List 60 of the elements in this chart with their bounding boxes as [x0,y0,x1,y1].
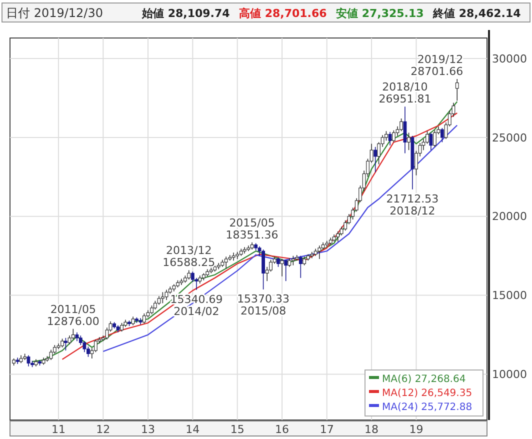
annotation: 15370.33 2015/08 [237,292,290,318]
candlestick [142,313,146,324]
annotation: 2011/05 12876.00 [46,302,100,328]
candlestick [298,255,302,278]
candlestick [440,128,444,143]
x-tick-label: 13 [140,423,155,436]
y-tick-label: 20000 [492,210,527,224]
candlestick [429,132,433,150]
candlestick [407,132,410,150]
text: 終値 28,462.14 [432,7,522,20]
candlestick [433,130,436,148]
candlestick [180,278,184,286]
y-tick-label: 10000 [492,368,527,382]
candlestick [164,289,168,300]
legend-label: MA(12) 26,549.35 [382,388,472,399]
x-tick-label: 15 [230,423,244,436]
candlestick [336,230,340,242]
y-tick-label: 15000 [492,289,527,302]
x-tick-label: 18 [364,423,379,436]
x-tick-label: 17 [320,423,334,436]
candlestick [276,257,280,268]
candlestick [232,252,236,261]
text: 安値 27,325.13 [336,7,424,20]
candlestick [216,262,220,270]
candlestick [455,78,459,102]
candlestick [403,106,407,154]
annotation: 2018/10 26951.81 [378,80,432,106]
candlestick [291,255,295,266]
annotation: 21712.53 2018/12 [386,192,439,218]
x-tick-label: 19 [409,423,424,436]
candlestick [284,259,288,282]
text: 高値 28,701.66 [239,7,328,20]
x-tick-label: 16 [275,423,290,436]
x-tick-label: 14 [186,423,200,436]
candlestick [224,256,228,269]
text: 始値 28,109.74 [141,7,230,20]
candlestick [64,338,68,351]
annotation: 2013/12 16588.25 [162,244,216,270]
candlestick [400,118,403,132]
candlestick [71,328,75,340]
candlestick [49,349,53,360]
line-series [102,124,458,352]
legend-label: MA(6) 27,268.64 [382,374,466,385]
candlestick [26,354,30,367]
candlestick [160,292,164,304]
annotation: 2015/05 18351.36 [226,216,278,242]
x-tick-label: 11 [51,423,66,436]
candlestick [280,258,284,277]
y-tick-label: 25000 [492,131,527,144]
candlestick [187,270,191,280]
candlestick [262,249,266,290]
candlestick [388,132,392,146]
chart-title: 日付 2019/12/30 [6,6,103,20]
legend-label: MA(24) 25,772.88 [382,402,472,413]
annotation: 2019/12 28701.66 [410,53,464,78]
candlestick [392,130,396,143]
candlestick [374,146,378,173]
y-tick-label: 30000 [492,52,527,66]
x-tick-label: 12 [96,423,110,436]
candlestick [318,245,322,260]
